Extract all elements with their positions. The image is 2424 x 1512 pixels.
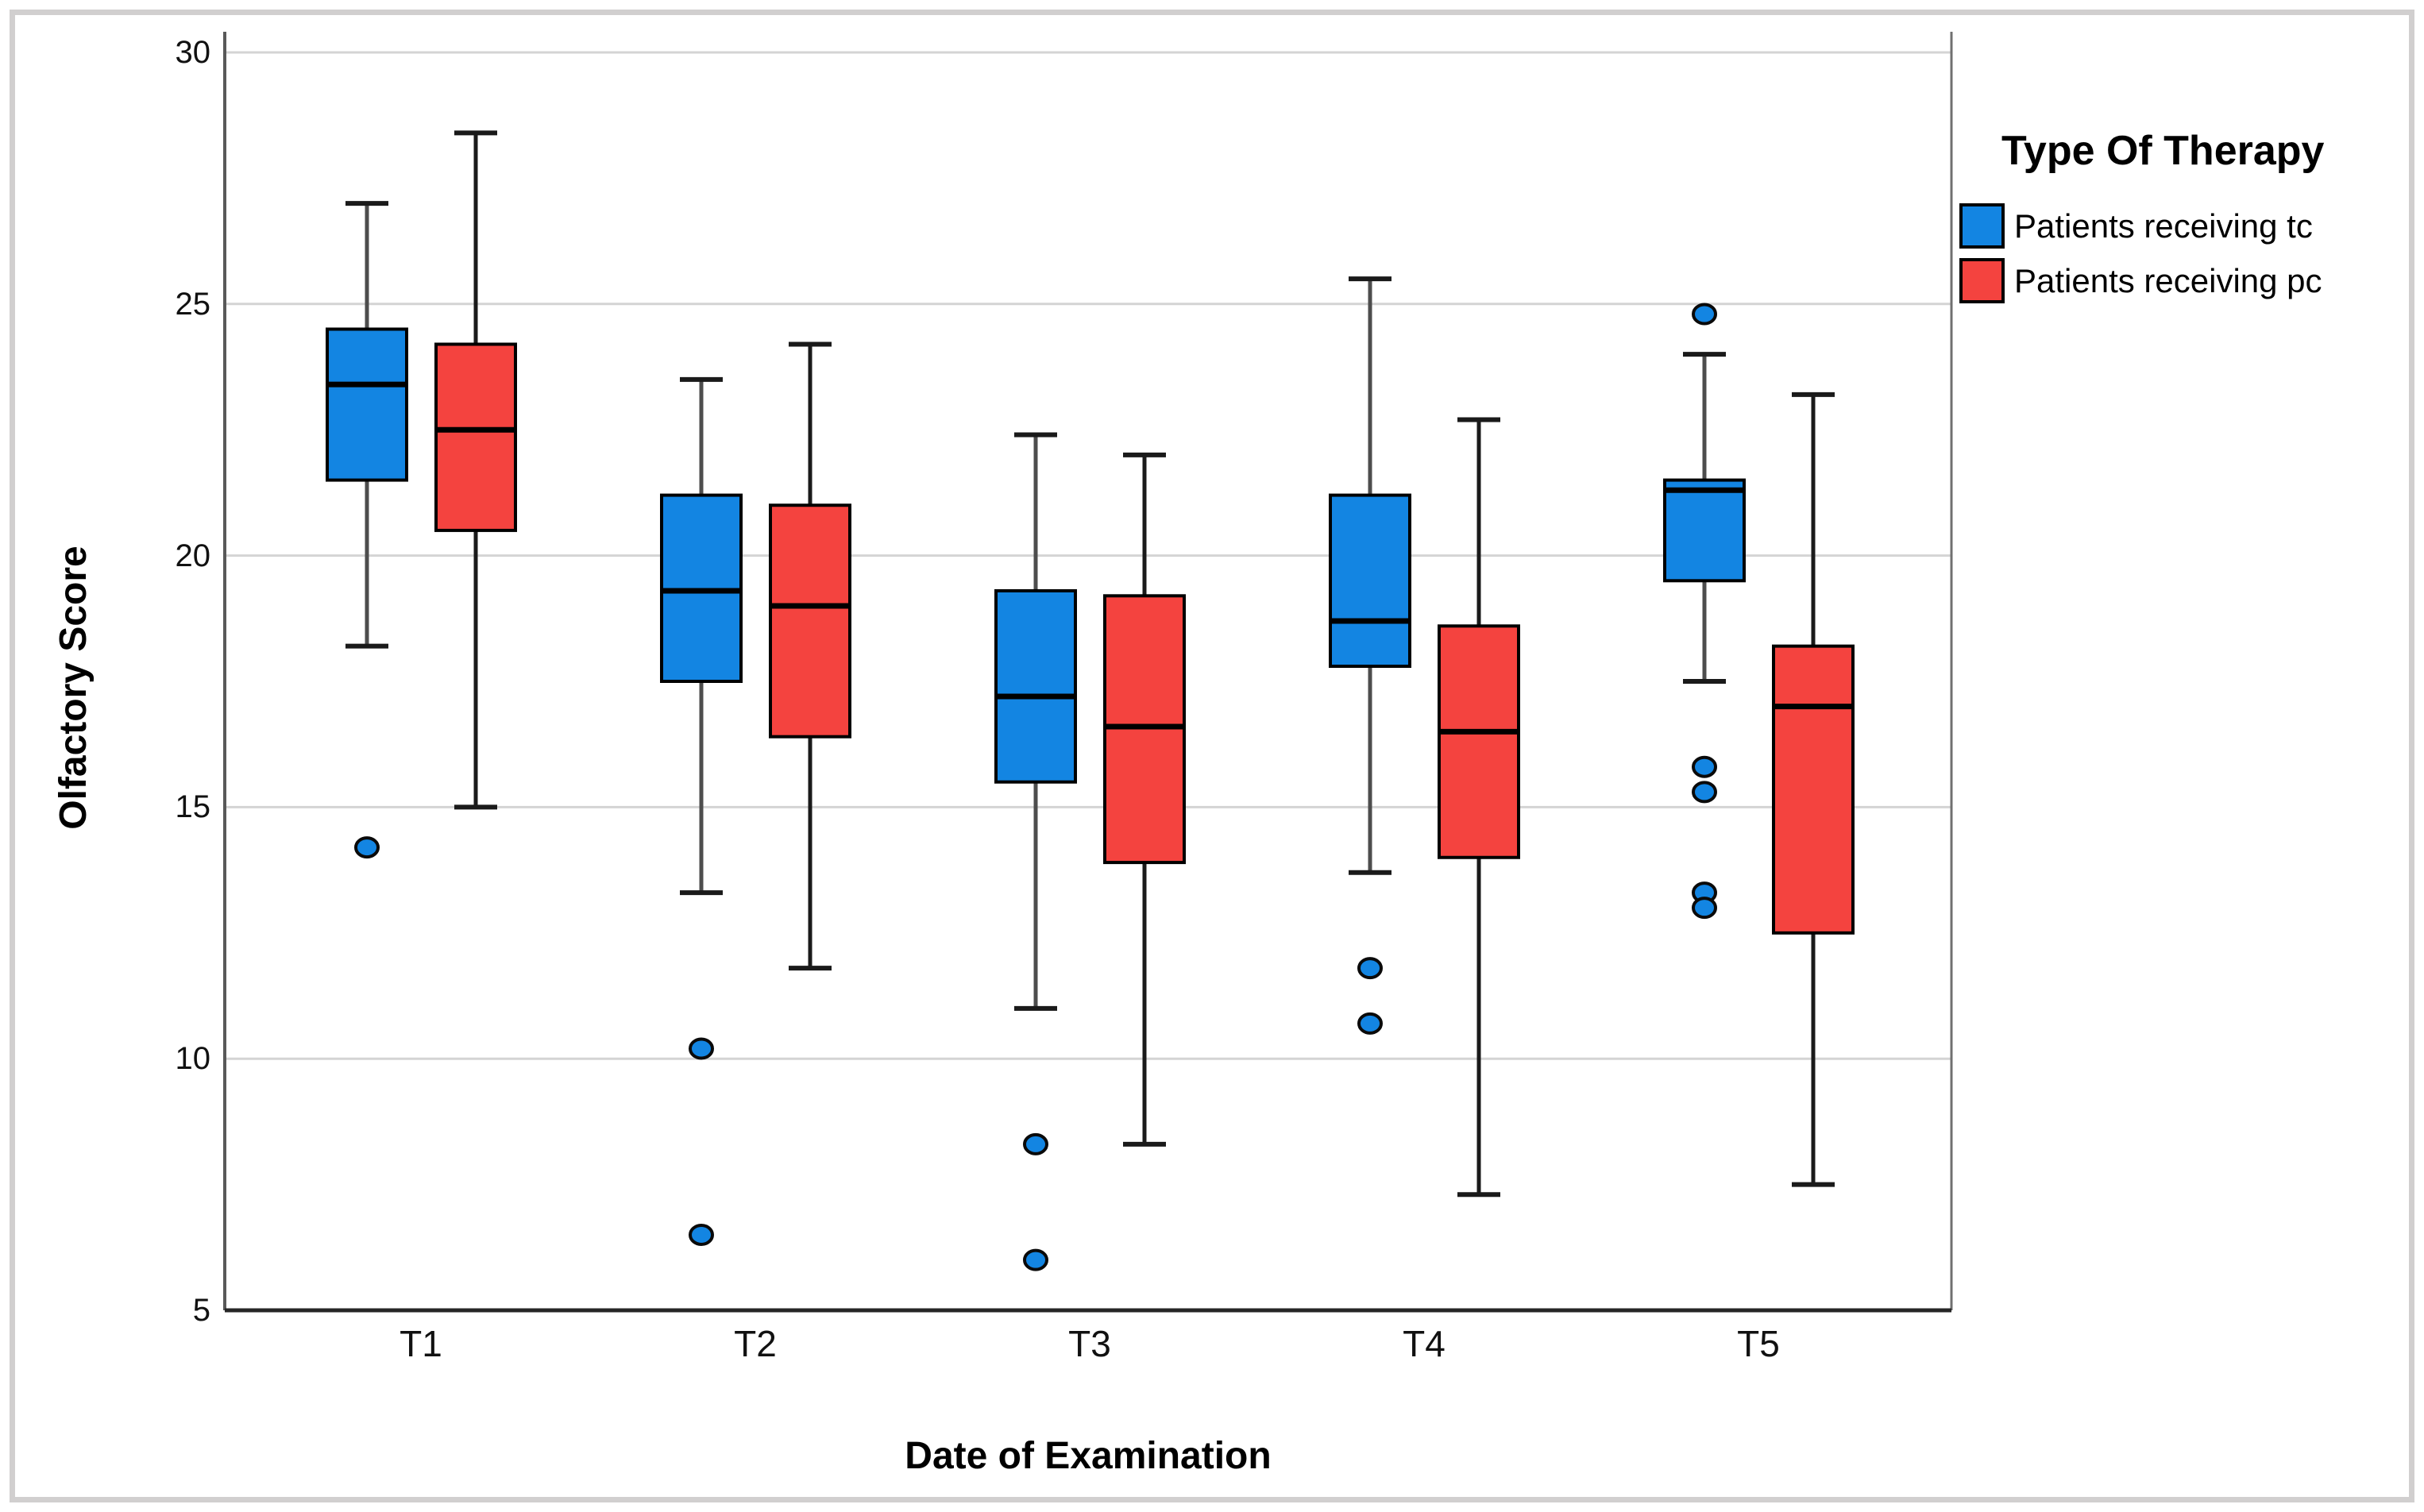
legend-swatch-tc-icon	[1959, 203, 2005, 249]
box-pc-T5	[1772, 644, 1855, 935]
box-tc-T4	[1329, 493, 1411, 668]
outlier-tc-T4-0	[1357, 957, 1383, 980]
y-tick-label-15: 15	[175, 789, 211, 825]
legend-swatch-pc-icon	[1959, 258, 2005, 303]
y-tick-label-20: 20	[175, 538, 211, 573]
outlier-tc-T1-0	[354, 836, 380, 859]
legend-item-label: Patients receiving pc	[2014, 261, 2322, 299]
x-category-label-T4: T4	[1403, 1323, 1446, 1364]
legend-item-tc: Patients receiving tc	[1955, 203, 2324, 249]
outlier-tc-T5-0	[1692, 303, 1717, 326]
legend-item-pc: Patients receiving pc	[1955, 258, 2324, 303]
x-category-label-T3: T3	[1068, 1323, 1111, 1364]
outlier-tc-T2-1	[689, 1223, 714, 1246]
outlier-tc-T5-2	[1692, 781, 1717, 804]
box-tc-T3	[994, 588, 1077, 784]
y-tick-label-30: 30	[175, 35, 211, 70]
box-tc-T5	[1663, 478, 1746, 583]
outlier-tc-T3-0	[1023, 1132, 1048, 1155]
y-tick-label-25: 25	[175, 286, 211, 322]
legend-item-label: Patients receiving tc	[2014, 206, 2313, 245]
outlier-tc-T4-1	[1357, 1012, 1383, 1035]
legend: Type Of Therapy Patients receiving tc Pa…	[1955, 127, 2324, 313]
box-tc-T1	[326, 327, 408, 482]
outlier-tc-T5-1	[1692, 755, 1717, 778]
outlier-tc-T5-4	[1692, 897, 1717, 920]
x-category-label-T2: T2	[734, 1323, 777, 1364]
y-tick-label-5: 5	[192, 1293, 210, 1328]
box-pc-T1	[434, 342, 517, 532]
x-category-label-T1: T1	[399, 1323, 442, 1364]
legend-title: Type Of Therapy	[2001, 128, 2325, 174]
outlier-tc-T2-0	[689, 1037, 714, 1060]
box-pc-T4	[1438, 624, 1520, 859]
x-axis-title: Date of Examination	[905, 1435, 1272, 1477]
y-tick-label-10: 10	[175, 1041, 211, 1077]
outlier-tc-T3-1	[1023, 1248, 1048, 1271]
box-pc-T2	[769, 503, 851, 739]
x-category-label-T5: T5	[1737, 1323, 1780, 1364]
y-axis-title: Olfactory Score	[52, 546, 95, 830]
